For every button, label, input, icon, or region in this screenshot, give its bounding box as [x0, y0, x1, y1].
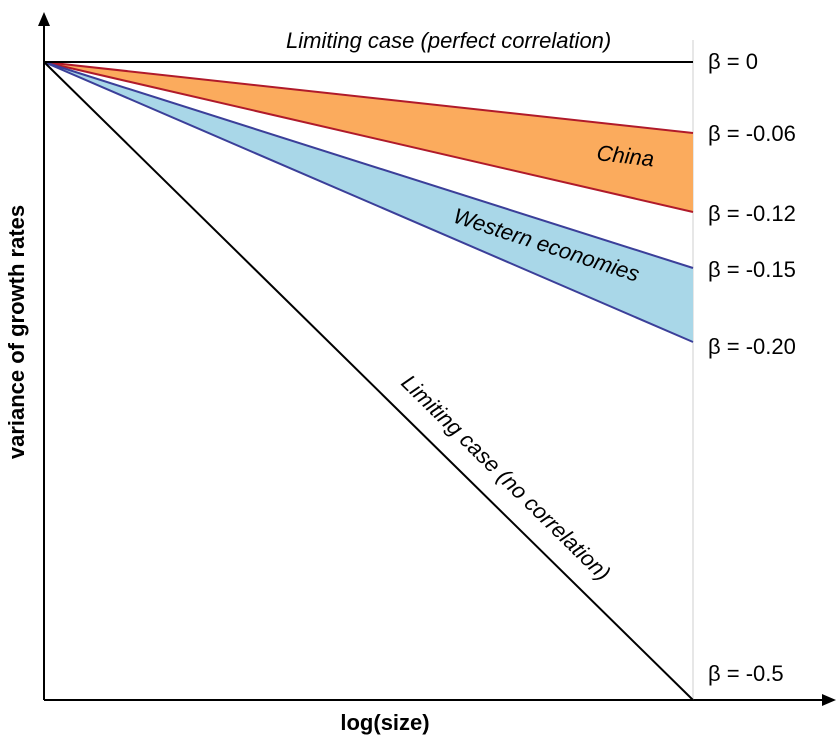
china-upper-line [43, 61, 694, 134]
beta-label-western-upper: β = -0.15 [708, 257, 796, 282]
no-correlation-label: Limiting case (no correlation) [396, 370, 615, 586]
perfect-correlation-label: Limiting case (perfect correlation) [286, 28, 611, 53]
beta-label-no-correlation: β = -0.5 [708, 661, 784, 686]
no-correlation-line [43, 61, 694, 701]
beta-label-china-lower: β = -0.12 [708, 201, 796, 226]
y-axis-title: variance of growth rates [4, 205, 29, 459]
beta-label-western-lower: β = -0.20 [708, 334, 796, 359]
x-axis-title: log(size) [340, 710, 429, 735]
beta-label-0: β = 0 [708, 49, 758, 74]
x-axis-arrow [822, 694, 836, 706]
y-axis-arrow [38, 12, 50, 26]
beta-label-china-upper: β = -0.06 [708, 121, 796, 146]
china-lower-line [43, 61, 694, 213]
western-lower-line [43, 61, 694, 343]
western-upper-line [43, 61, 694, 269]
